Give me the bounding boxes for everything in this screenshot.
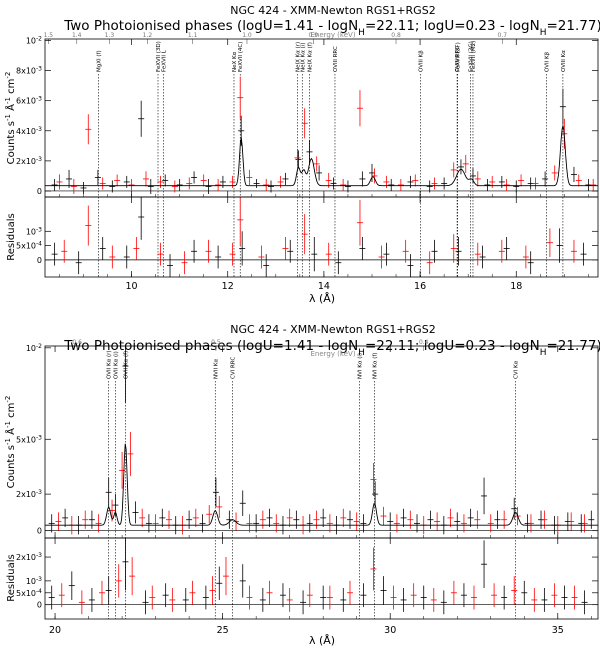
line-id-label: OVII Kβ [545, 51, 551, 72]
line-id-label: NeIX Kα (r) [295, 42, 301, 72]
x-tick-label: 16 [414, 281, 426, 292]
panel-bottom-residual-frame [44, 537, 599, 620]
panel-bottom-residual-label: Residuals [6, 554, 17, 601]
y-tick-label: 4x10-3 [16, 125, 42, 136]
panel-top-xlabel: λ (Å) [309, 292, 335, 305]
line-id-label: FeXVII (3D) [156, 41, 162, 72]
line-id-label: NeIX Kα (f) [307, 42, 313, 72]
residual-y-tick-label: 10-3 [26, 575, 42, 586]
panel-bottom-ylabel: Counts s-1 Å-1 cm-2 [4, 396, 17, 489]
x-tick-label: 10 [126, 281, 138, 292]
panel-bottom-residuals: 0 5x10-410-3 2x10-3 [16, 538, 598, 615]
line-id-label: MgXI (f) [96, 50, 102, 72]
panel-bottom-main-axes: 0 2x10-3 5x10-3 10-2 20 25 30 35 [16, 342, 598, 636]
line-id-label: CVI Kα [514, 360, 520, 379]
energy-tick-label: 1.4 [72, 32, 82, 39]
line-id-label: OVIII Kβ [419, 50, 425, 72]
x-tick-label: 12 [222, 281, 234, 292]
residual-y-tick-label: 5x10-4 [16, 240, 42, 251]
y-tick-label: 10-2 [26, 342, 42, 353]
panel-bottom-line-ids: OVII Kα (r) OVII Kα (i) OVII Kα (f) NVII Kα… [107, 350, 520, 619]
line-id-label: OVII Kα (i) [113, 351, 119, 379]
y-tick-label: 2x10-3 [16, 155, 42, 166]
residual-y-tick-label: 2x10-3 [16, 552, 42, 563]
panel-bottom-energy-label: Energy (keV) [310, 350, 355, 358]
panel-top-data [45, 76, 598, 194]
panel-bottom-data [45, 346, 598, 535]
panel-top: NGC 424 - XMM-Newton RGS1+RGS2 Two Photo… [4, 4, 600, 305]
x-tick-label: 35 [552, 625, 564, 636]
model-curve [45, 443, 598, 526]
x-tick-label: 25 [217, 625, 229, 636]
energy-tick-label: 1.1 [188, 32, 198, 39]
y-tick-label: 0 [37, 527, 42, 536]
panel-top-line-ids: MgXI (f) FeXVII (3D) FeXVII L NeX Kα FeXVII … [96, 41, 567, 277]
energy-tick-label: 0.4 [419, 339, 429, 346]
panel-top-energy-axis: 1.5 1.4 1.3 1.2 1.1 1.0 0.9 0.8 0.7 [44, 32, 508, 44]
energy-tick-label: 1.2 [143, 32, 153, 39]
panel-top-residuals: 0 5x10-4 10-3 [16, 197, 598, 277]
line-id-label: FeXVII (M2) [471, 41, 477, 72]
residual-y-tick-label: 5x10-4 [16, 587, 42, 598]
panel-top-energy-label: Energy (keV) [310, 31, 355, 39]
line-id-label: NVI Kα (i) [357, 353, 363, 379]
panel-bottom-subtitle: NGC 424 - XMM-Newton RGS1+RGS2 [230, 323, 435, 336]
model-curve [45, 125, 598, 187]
energy-tick-label: 1.3 [105, 32, 115, 39]
x-tick-label: 18 [510, 281, 522, 292]
line-id-label: NVI Kα (f) [372, 353, 378, 379]
line-id-label: OVII Kα (r) [107, 350, 113, 379]
line-id-label: FeXVII (3G) [469, 41, 475, 72]
line-id-label: NVII Kα [213, 359, 219, 379]
x-tick-label: 14 [318, 281, 330, 292]
panel-top-ylabel: Counts s-1 Å-1 cm-2 [4, 72, 17, 165]
energy-tick-label: 1.5 [44, 32, 54, 39]
energy-tick-label: 1.0 [242, 32, 252, 39]
x-tick-label: 20 [49, 625, 61, 636]
panel-top-residual-frame [44, 196, 599, 278]
y-tick-label: 2x10-3 [16, 489, 42, 500]
line-id-label: NeX Kα [232, 51, 238, 72]
energy-tick-label: 0.9 [309, 32, 319, 39]
y-tick-label: 5x10-3 [16, 434, 42, 445]
y-tick-label: 6x10-3 [16, 95, 42, 106]
energy-tick-label: 0.5 [211, 339, 221, 346]
panel-bottom-energy-axis: 0.6 0.5 0.4 [72, 339, 429, 351]
line-id-label: OVIII RRC [333, 46, 339, 72]
residual-y-tick-label: 0 [37, 601, 42, 610]
y-tick-label: 10-2 [26, 35, 42, 46]
line-id-label: FeXVII (3F) [456, 42, 462, 72]
energy-tick-label: 0.7 [498, 32, 508, 39]
line-id-label: FeXVII L [161, 49, 167, 72]
line-id-label: FeXVII (4C) [238, 42, 244, 72]
residual-y-tick-label: 10-3 [26, 226, 42, 237]
line-id-label: OVIII RRC [455, 46, 461, 72]
line-id-label: NeIX Kα (i) [300, 43, 306, 72]
y-tick-label: 0 [37, 187, 42, 196]
line-id-label: OVIII Kα [561, 50, 567, 72]
panel-top-subtitle: NGC 424 - XMM-Newton RGS1+RGS2 [230, 4, 435, 17]
y-tick-label: 8x10-3 [16, 65, 42, 76]
energy-tick-label: 0.8 [391, 32, 401, 39]
panel-top-main-axes: 0 2x10-3 4x10-3 6x10-3 8x10-3 10-2 10 12 14 16 18 [16, 35, 598, 292]
panel-top-title: Two Photoionised phases (logU=1.41 - log… [63, 18, 600, 38]
residual-y-tick-label: 0 [37, 256, 42, 265]
panel-bottom-xlabel: λ (Å) [309, 634, 335, 647]
x-tick-label: 30 [384, 625, 396, 636]
line-id-label: OVII Kα (f) [123, 351, 129, 379]
panel-top-residual-label: Residuals [6, 213, 17, 260]
line-id-label: CVI RRC [231, 357, 237, 379]
energy-tick-label: 0.6 [72, 339, 82, 346]
panel-bottom: NGC 424 - XMM-Newton RGS1+RGS2 Two Photo… [4, 323, 600, 647]
